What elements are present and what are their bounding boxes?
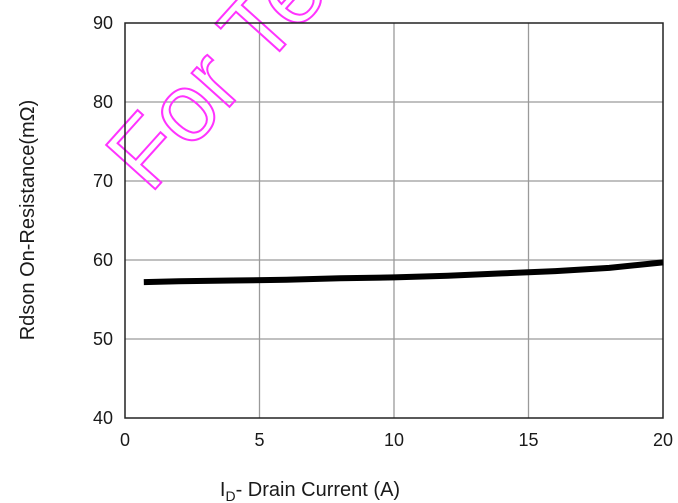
y-tick-label: 50 [93, 329, 113, 349]
x-tick-labels: 0 5 10 15 20 [120, 430, 673, 450]
y-tick-label: 70 [93, 171, 113, 191]
grid [125, 23, 663, 418]
x-axis-title: ID- Drain Current (A) [220, 479, 400, 503]
series-line [143, 259, 664, 286]
x-axis-title-rest: - Drain Current (A) [236, 479, 400, 501]
y-tick-label: 40 [93, 408, 113, 428]
x-tick-label: 0 [120, 430, 130, 450]
x-tick-label: 20 [653, 430, 673, 450]
watermark-text: For Tech [86, 0, 414, 209]
x-axis-title-subscript: D [225, 488, 235, 503]
y-tick-labels: 40 50 60 70 80 90 [93, 13, 113, 428]
plot-frame [124, 22, 664, 419]
x-axis-title-main: I [220, 479, 226, 501]
x-tick-label: 5 [254, 430, 264, 450]
x-tick-label: 15 [518, 430, 538, 450]
y-tick-label: 90 [93, 13, 113, 33]
y-tick-label: 60 [93, 250, 113, 270]
watermark: For Tech [85, 0, 415, 210]
x-tick-label: 10 [384, 430, 404, 450]
y-tick-label: 80 [93, 92, 113, 112]
series-layer [143, 259, 664, 286]
y-axis-title: Rdson On-Resistance(mΩ) [17, 100, 39, 341]
